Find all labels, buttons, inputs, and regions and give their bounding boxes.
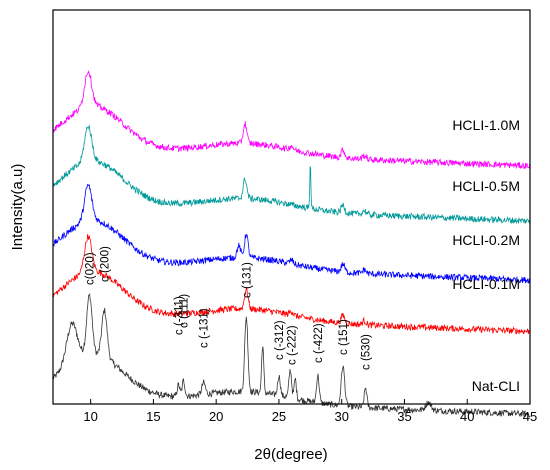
series-line-2	[52, 234, 531, 335]
x-tick-label-1: 10	[83, 409, 97, 424]
x-tick-label-5: 30	[334, 409, 348, 424]
x-axis: 10 15 20 25 30 35 40 45	[83, 399, 537, 424]
peak-label-2: c (200)	[100, 246, 112, 282]
peak-label-1: c(020)	[84, 252, 96, 285]
peak-label-7: c (-312)	[274, 320, 286, 360]
series-label-2: HCLI-0.1M	[452, 276, 520, 292]
peak-label-9: c (-422)	[313, 323, 325, 363]
series-label-4: HCLI-0.5M	[452, 178, 520, 194]
x-tick-label-7: 40	[460, 409, 474, 424]
peak-label-8: c (-222)	[287, 325, 299, 365]
peak-label-10: c (151)	[338, 319, 350, 355]
x-tick-label-8: 45	[523, 409, 537, 424]
x-axis-title: 2θ(degree)	[254, 446, 327, 463]
peak-label-4: c (111)	[179, 294, 191, 328]
x-tick-label-4: 25	[272, 409, 286, 424]
x-tick-label-2: 15	[146, 409, 160, 424]
series-labels: Nat-CLI HCLI-0.1M HCLI-0.2M HCLI-0.5M HCLI-1…	[452, 117, 520, 394]
series-layer	[52, 69, 531, 418]
x-tick-label-6: 35	[397, 409, 411, 424]
series-line-1	[52, 293, 531, 418]
y-axis-title: Intensity(a.u)	[9, 164, 26, 251]
series-label-1: Nat-CLI	[472, 378, 520, 394]
peak-label-6: c (131)	[241, 262, 253, 298]
series-label-3: HCLI-0.2M	[452, 232, 520, 248]
peak-label-11: c (530)	[361, 334, 373, 370]
peak-annotations: c(020) c (200) c (-311)c (111) c (-131) c (1…	[84, 246, 372, 370]
x-tick-label-3: 20	[209, 409, 223, 424]
series-line-3	[52, 183, 531, 284]
peak-label-3: c (-311)	[174, 296, 186, 335]
series-label-5: HCLI-1.0M	[452, 117, 520, 133]
plot-frame	[52, 9, 531, 405]
series-line-4	[52, 124, 531, 225]
series-line-5	[52, 69, 530, 170]
peak-label-5: c (-131)	[199, 308, 211, 348]
